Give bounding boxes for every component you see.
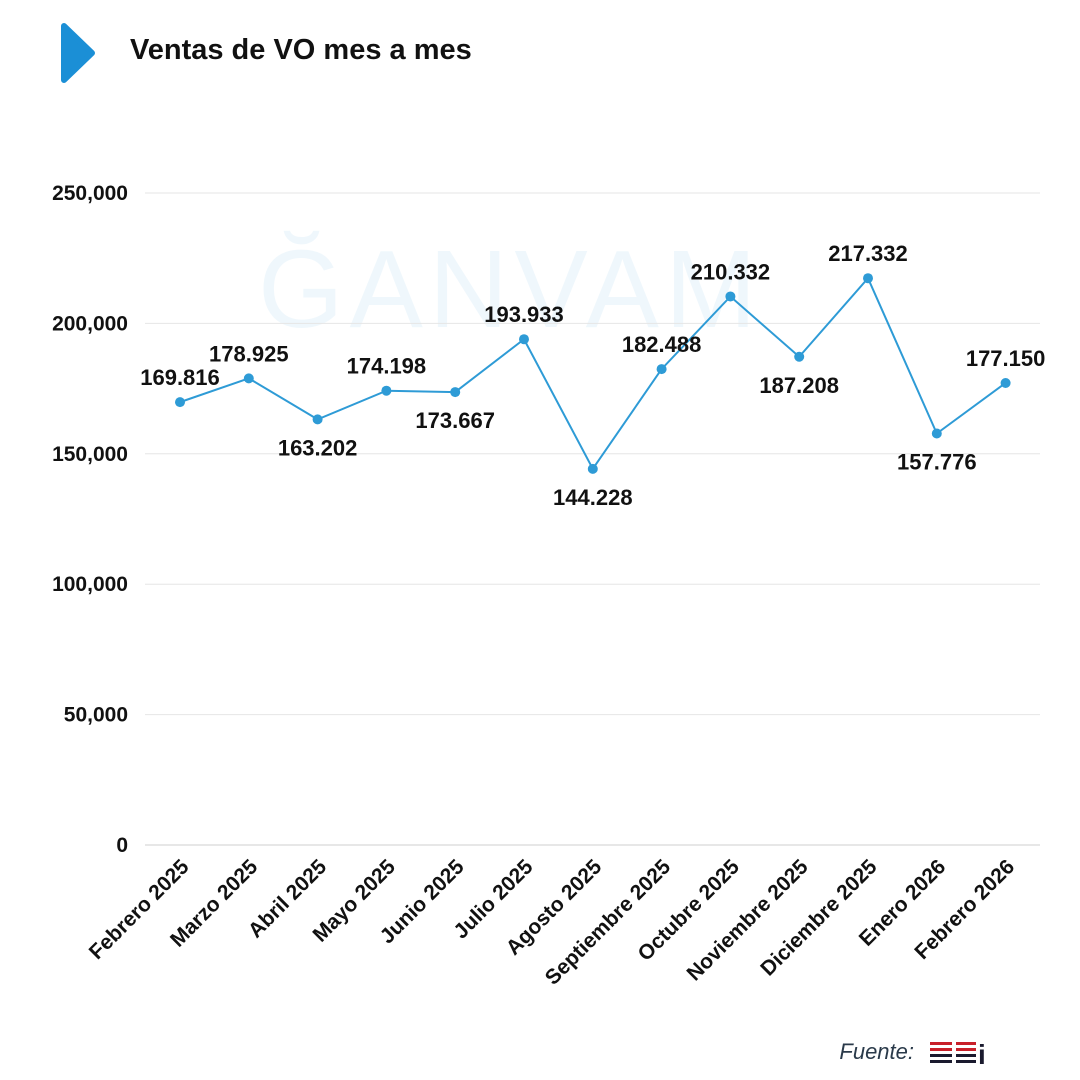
page-title: Ventas de VO mes a mes — [130, 34, 472, 66]
chart-gridlines — [145, 192, 1040, 846]
watermark-logo: ĞANVAM — [258, 228, 763, 351]
data-label: 217.332 — [828, 241, 908, 266]
data-point — [312, 414, 323, 425]
data-point — [656, 364, 667, 375]
data-point — [519, 334, 529, 345]
data-point — [587, 463, 598, 474]
data-label: 178.925 — [209, 341, 289, 366]
x-tick-label: Septiembre 2025 — [541, 855, 676, 990]
data-point — [450, 387, 461, 398]
data-points — [175, 273, 1011, 474]
y-tick-label: 0 — [116, 834, 128, 857]
data-point — [175, 397, 185, 408]
data-label: 177.150 — [966, 346, 1046, 371]
data-label: 169.816 — [140, 365, 220, 390]
msi-logo: i — [928, 1038, 1008, 1066]
data-label: 157.776 — [897, 450, 977, 475]
y-tick-label: 150,000 — [52, 443, 128, 466]
data-label: 144.228 — [553, 485, 633, 510]
source-footer: Fuente: i — [839, 1038, 1008, 1066]
x-tick-label: Noviembre 2025 — [683, 855, 813, 985]
data-point — [381, 385, 392, 396]
data-point — [863, 273, 873, 284]
svg-text:i: i — [978, 1039, 986, 1066]
source-label: Fuente: — [839, 1039, 914, 1064]
y-tick-label: 50,000 — [64, 704, 128, 727]
y-axis-ticks: 0 50,000 100,000 150,000 200,000 250,000 — [52, 182, 128, 857]
y-tick-label: 250,000 — [52, 182, 128, 205]
header-arrow-icon — [61, 23, 95, 83]
y-tick-label: 200,000 — [52, 312, 128, 335]
data-label: 182.488 — [622, 332, 702, 357]
data-label: 163.202 — [278, 435, 358, 460]
data-label: 193.933 — [484, 302, 564, 327]
data-label: 210.332 — [691, 259, 771, 284]
msi-logo-icon: i — [930, 1039, 986, 1066]
data-point — [931, 428, 942, 439]
x-tick-label: Diciembre 2025 — [756, 855, 881, 980]
data-point — [243, 373, 254, 384]
data-label: 173.667 — [415, 408, 495, 433]
data-point — [794, 351, 805, 362]
data-label: 174.198 — [347, 354, 427, 379]
data-point — [1000, 377, 1011, 388]
data-point — [725, 291, 736, 302]
data-label: 187.208 — [759, 373, 839, 398]
y-tick-label: 100,000 — [52, 573, 128, 596]
